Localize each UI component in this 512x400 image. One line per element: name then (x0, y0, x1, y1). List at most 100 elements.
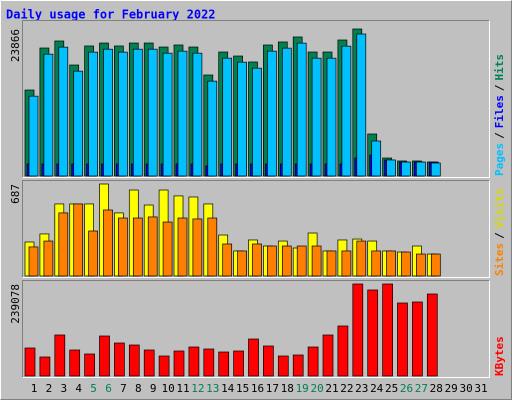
bar (263, 345, 274, 377)
legend-entry: KBytes (493, 336, 506, 376)
bar (43, 240, 54, 277)
bar (296, 245, 307, 277)
bar (237, 250, 247, 277)
bar (412, 301, 423, 377)
bar (192, 218, 203, 277)
bar (58, 212, 69, 277)
x-tick-label: 2 (46, 382, 53, 395)
bar (39, 356, 51, 377)
bar (173, 350, 185, 377)
x-tick-label: 20 (310, 382, 323, 395)
legend: Sites / Visits (493, 189, 506, 277)
bar (292, 354, 304, 377)
bar (252, 67, 262, 177)
panel-frames (22, 20, 490, 378)
bar (54, 334, 66, 377)
x-tick-label: 5 (90, 382, 97, 395)
bar (426, 293, 438, 377)
bar (28, 95, 39, 177)
bar (401, 251, 411, 277)
x-tick-label: 7 (120, 382, 127, 395)
bar (341, 45, 352, 177)
x-tick-label: 18 (281, 382, 294, 395)
x-tick-label: 21 (325, 382, 338, 395)
bar (88, 230, 98, 277)
bar (430, 162, 441, 177)
bar (24, 347, 36, 377)
bar (307, 346, 319, 377)
bar (162, 52, 173, 177)
x-tick-label: 3 (60, 382, 67, 395)
legend-entry: Pages (493, 143, 506, 176)
x-tick-label: 16 (251, 382, 264, 395)
bar (326, 250, 337, 277)
legend-entry: Files (493, 95, 506, 128)
x-tick-label: 15 (236, 382, 249, 395)
bar (103, 48, 113, 177)
chart-title: Daily usage for February 2022 (6, 8, 216, 22)
bar (158, 355, 170, 377)
x-tick-label: 10 (161, 382, 174, 395)
bar (326, 57, 337, 177)
bar (356, 240, 367, 277)
bar (88, 51, 98, 177)
bar (147, 216, 158, 277)
bar (177, 217, 188, 277)
bar (207, 217, 218, 277)
bar (322, 334, 334, 377)
bar (371, 140, 382, 177)
bar (401, 161, 411, 177)
bar (311, 57, 322, 177)
y-tick-label: 23866 (9, 29, 22, 62)
x-tick-label: 8 (135, 382, 142, 395)
bar (73, 70, 84, 177)
bar (114, 342, 125, 377)
bar (177, 50, 188, 177)
x-tick-label: 26 (400, 382, 413, 395)
bar (233, 350, 244, 377)
bar (416, 161, 426, 177)
bar (367, 289, 379, 377)
bar (118, 51, 128, 177)
y-tick-label: 239078 (9, 284, 22, 324)
bar (267, 50, 277, 177)
x-tick-label: 29 (445, 382, 458, 395)
bar (58, 46, 69, 177)
x-tick-label: 25 (385, 382, 398, 395)
bar (143, 349, 155, 377)
bar (103, 209, 113, 277)
legend-separator: / (493, 132, 506, 139)
bar (147, 48, 158, 177)
bar (281, 245, 292, 277)
legend: Pages / Files / Hits (493, 54, 506, 176)
x-tick-label: 6 (105, 382, 112, 395)
x-tick-label: 11 (176, 382, 189, 395)
bar (386, 250, 396, 277)
x-tick-label: 23 (355, 382, 368, 395)
bar (382, 283, 393, 377)
x-tick-label: 27 (415, 382, 428, 395)
bar (237, 61, 247, 177)
bar (162, 221, 173, 277)
x-tick-label: 4 (75, 382, 82, 395)
x-tick-label: 12 (191, 382, 204, 395)
legend-separator: / (493, 84, 506, 91)
bar (397, 302, 408, 377)
bar (371, 250, 382, 277)
bar (84, 353, 95, 377)
bar (248, 338, 259, 377)
x-tick-label: 9 (150, 382, 157, 395)
bar (43, 53, 54, 177)
legend-separator: / (493, 232, 506, 239)
bar (341, 250, 352, 277)
bar (28, 246, 39, 277)
x-tick-label: 1 (31, 382, 38, 395)
bar (73, 203, 84, 277)
legend-entry: Visits (493, 189, 506, 229)
y-tick-label: 687 (9, 184, 22, 204)
bar (132, 48, 143, 177)
bar (222, 243, 233, 277)
bar (207, 80, 218, 177)
